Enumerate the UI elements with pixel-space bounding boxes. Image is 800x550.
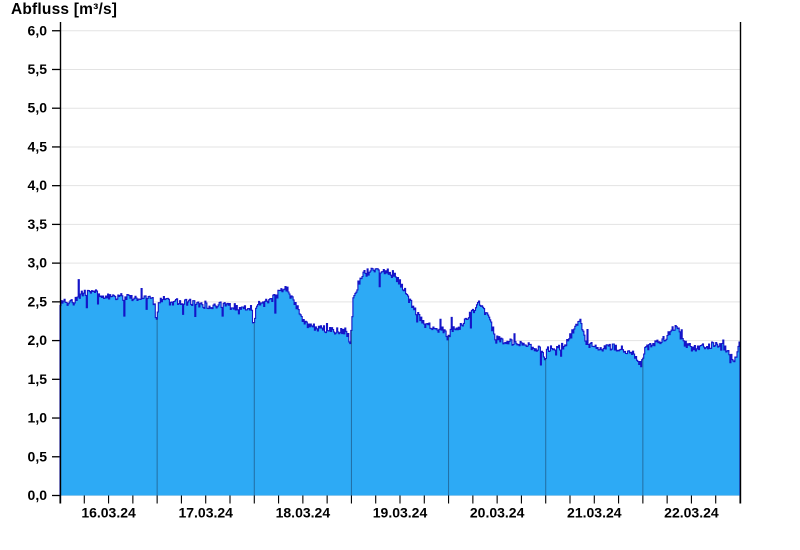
svg-text:21.03.24: 21.03.24 (567, 505, 622, 521)
svg-text:0,5: 0,5 (28, 448, 48, 464)
svg-text:1,5: 1,5 (28, 371, 48, 387)
svg-text:5,0: 5,0 (28, 100, 48, 116)
svg-text:0,0: 0,0 (28, 487, 48, 503)
svg-text:3,5: 3,5 (28, 216, 48, 232)
svg-text:6,0: 6,0 (28, 22, 48, 38)
svg-text:19.03.24: 19.03.24 (373, 505, 428, 521)
svg-text:16.03.24: 16.03.24 (81, 505, 136, 521)
svg-text:22.03.24: 22.03.24 (664, 505, 719, 521)
svg-text:1,0: 1,0 (28, 410, 48, 426)
svg-text:20.03.24: 20.03.24 (470, 505, 525, 521)
svg-text:18.03.24: 18.03.24 (276, 505, 331, 521)
svg-text:2,0: 2,0 (28, 332, 48, 348)
svg-text:5,5: 5,5 (28, 61, 48, 77)
svg-text:2,5: 2,5 (28, 293, 48, 309)
svg-text:4,5: 4,5 (28, 138, 48, 154)
svg-text:17.03.24: 17.03.24 (178, 505, 233, 521)
svg-text:4,0: 4,0 (28, 177, 48, 193)
svg-text:3,0: 3,0 (28, 255, 48, 271)
